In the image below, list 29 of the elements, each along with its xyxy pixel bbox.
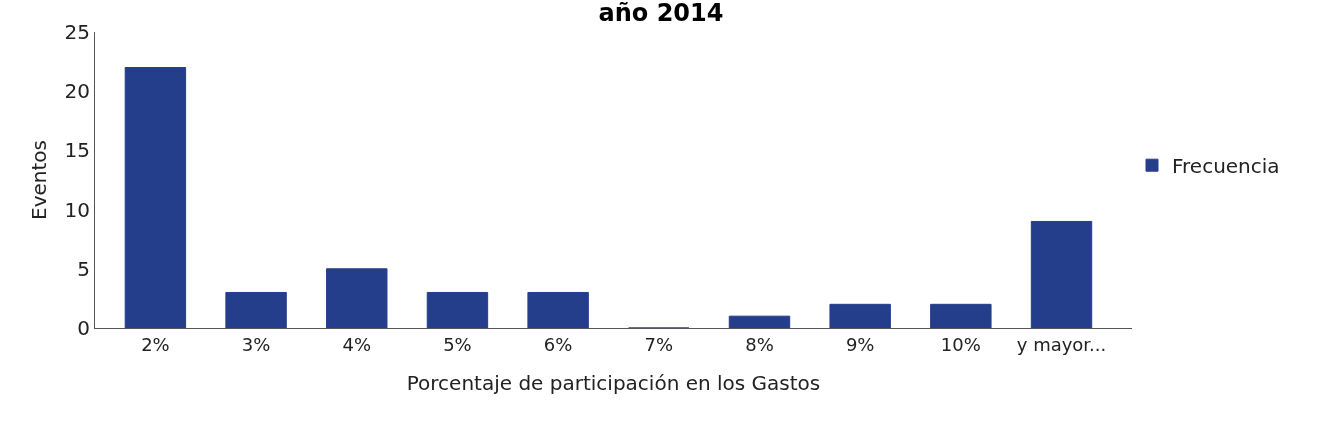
bar — [225, 291, 287, 328]
x-tick-label: 10% — [940, 333, 981, 355]
y-tick-label: 10 — [64, 197, 90, 222]
x-tick-label: 6% — [543, 333, 573, 355]
x-tick-label: y mayor... — [1016, 333, 1107, 355]
legend-label: Frecuencia — [1172, 154, 1280, 178]
x-tick-label: 9% — [845, 333, 875, 355]
bar — [930, 303, 992, 328]
y-tick-label: 15 — [64, 138, 90, 163]
bar — [124, 67, 187, 328]
bar — [326, 268, 388, 328]
chart-title: año 2014 — [598, 0, 724, 28]
bar — [527, 291, 589, 328]
y-tick-label: 5 — [77, 256, 90, 281]
x-tick-label: 7% — [644, 333, 674, 355]
x-tick-label: 5% — [443, 333, 472, 355]
x-tick-label: 3% — [241, 333, 271, 355]
y-tick-label: 0 — [77, 316, 90, 340]
y-axis-title: Eventos — [27, 140, 52, 220]
x-tick-label: 4% — [342, 333, 372, 355]
x-tick-label: 8% — [745, 333, 774, 355]
bar — [1030, 220, 1093, 328]
x-axis-title: Porcentaje de participación en los Gastos — [406, 371, 821, 396]
y-tick-label: 25 — [64, 20, 90, 44]
bar — [728, 315, 791, 328]
bar — [426, 291, 489, 328]
bar — [829, 303, 891, 328]
y-tick-label: 20 — [64, 79, 90, 104]
x-tick-label: 2% — [141, 333, 170, 355]
